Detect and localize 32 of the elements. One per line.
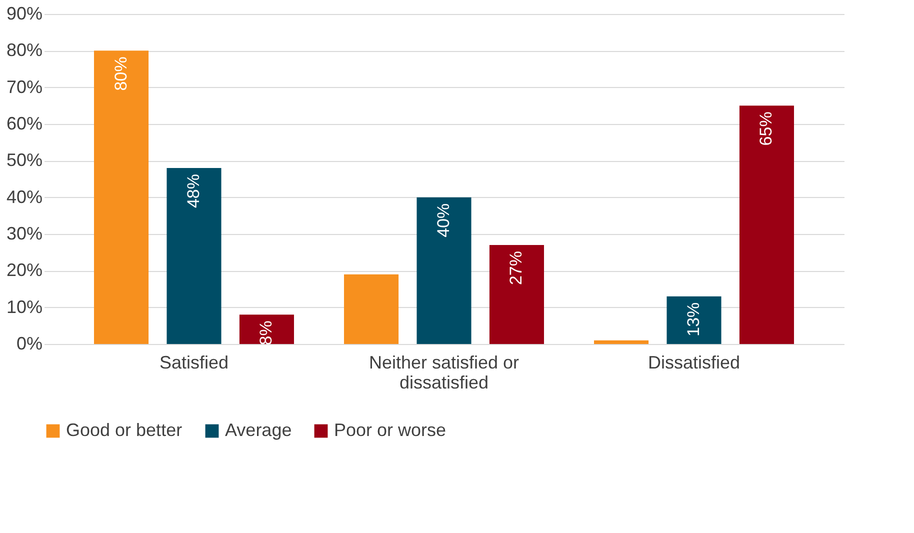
- y-tick-label: 10%: [6, 296, 42, 317]
- legend-label: Average: [225, 420, 292, 440]
- data-label: 80%: [111, 56, 130, 91]
- legend-label: Good or better: [66, 420, 182, 440]
- bar: [416, 197, 472, 344]
- y-tick-label: 50%: [6, 150, 42, 170]
- bar: [166, 168, 222, 344]
- data-label: 8%: [256, 320, 276, 346]
- data-label: 65%: [756, 112, 776, 146]
- bar: [739, 106, 794, 344]
- y-tick-label: 70%: [6, 76, 42, 97]
- bar: [344, 274, 399, 344]
- x-tick-label: Neither satisfied or dissatisfied: [368, 352, 520, 392]
- y-tick-label: 90%: [6, 4, 42, 24]
- bar: [489, 245, 544, 344]
- data-label: 13%: [684, 302, 703, 336]
- data-label: 27%: [506, 251, 526, 286]
- bar: [666, 296, 722, 344]
- y-tick-label: 60%: [6, 114, 42, 134]
- y-tick-label: 80%: [6, 40, 42, 60]
- y-tick-label: 30%: [6, 224, 42, 244]
- y-tick-label: 20%: [6, 260, 42, 280]
- bar: [94, 50, 149, 344]
- bar: [239, 314, 294, 344]
- legend-label: Poor or worse: [334, 420, 446, 440]
- bar: [594, 340, 649, 344]
- data-label: 48%: [184, 174, 203, 208]
- x-tick-label: Dissatisfied: [648, 352, 740, 372]
- x-tick-label: Satisfied: [159, 352, 229, 372]
- y-tick-label: 0%: [16, 334, 42, 354]
- y-tick-label: 40%: [6, 186, 42, 207]
- data-label: 40%: [434, 203, 453, 238]
